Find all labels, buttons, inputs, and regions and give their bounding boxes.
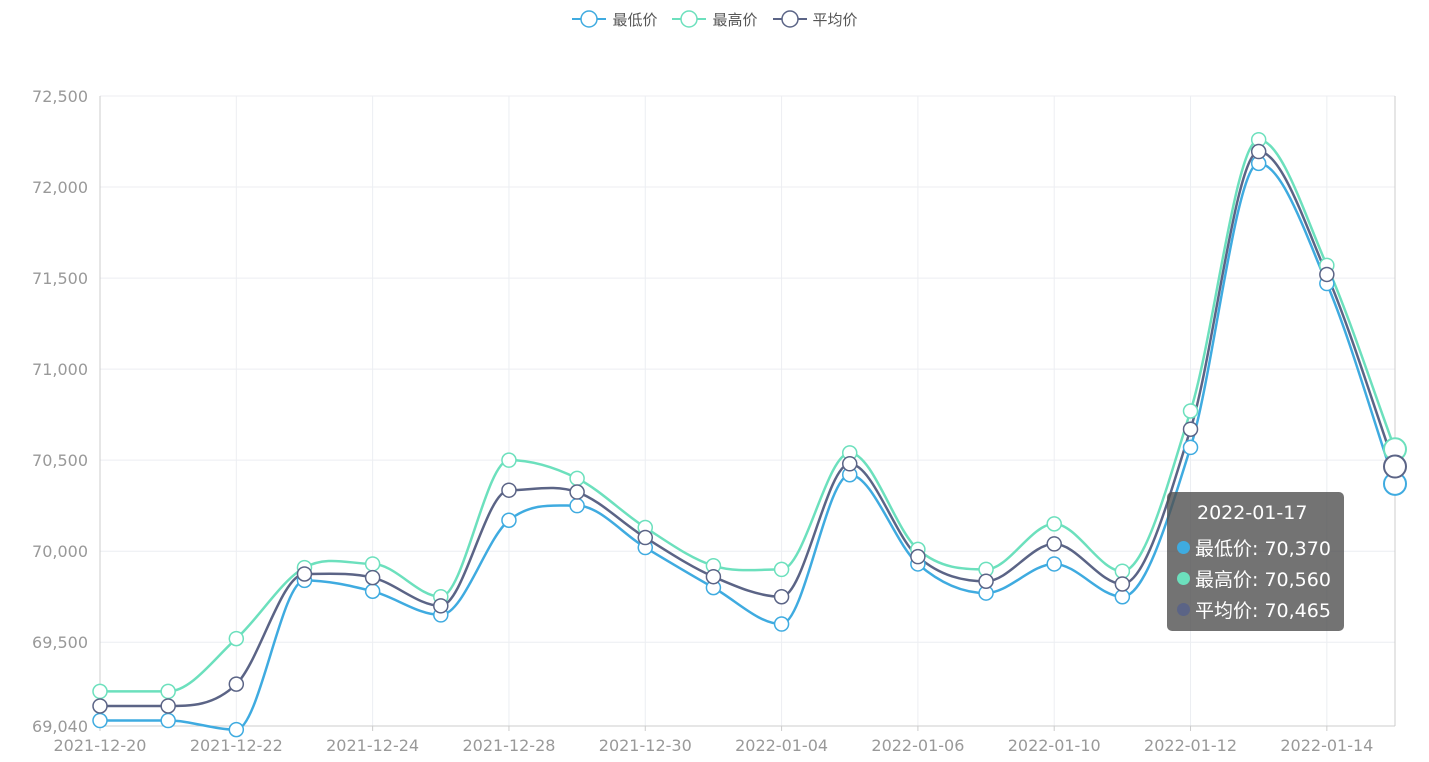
data-point-low [160,712,176,729]
x-tick-label: 2021-12-28 [462,736,555,755]
x-tick-label: 2022-01-10 [1008,736,1101,755]
data-point-avg [569,484,585,500]
legend: 最低价 最高价 平均价 [0,8,1429,30]
data-point-avg [910,548,926,565]
data-point-avg [160,698,176,714]
tooltip-avg-dot [1177,603,1190,616]
data-point-high [569,470,585,487]
data-point-low [92,712,108,729]
data-point-high [773,561,790,578]
data-point-high [160,683,176,700]
y-tick-label: 70,500 [32,451,88,470]
data-point-avg [501,482,517,498]
x-tick-label: 2022-01-04 [735,736,828,755]
data-point-avg [978,573,994,589]
legend-high-label: 最高价 [712,10,758,29]
data-point-avg [705,568,722,585]
tooltip-avg-text: 平均价: 70,465 [1195,600,1331,622]
tooltip-low-text: 最低价: 70,370 [1195,538,1331,560]
data-point-low [501,512,517,528]
data-point-avg [1046,536,1062,552]
data-point-high [501,452,517,468]
data-point-avg [296,566,313,582]
legend-item-low[interactable]: 最低价 [571,8,657,30]
y-tick-label: 72,000 [32,178,88,197]
tooltip: 2022-01-17 最低价: 70,370 最高价: 70,560 平均价: … [1167,492,1344,631]
data-point-low [773,616,790,632]
data-point-low [364,583,381,600]
data-point-high [364,556,381,572]
x-tick-label: 2021-12-24 [326,736,419,755]
tooltip-high-dot [1177,572,1190,585]
data-point-avg [637,529,654,546]
x-tick-label: 2021-12-30 [599,736,692,755]
x-tick-label: 2021-12-22 [190,736,283,755]
data-point-avg [1182,421,1199,437]
data-point-avg [1250,143,1267,160]
data-point-avg [364,569,381,586]
data-point-high [1182,403,1199,419]
data-point-low [228,721,245,738]
x-tick-label: 2021-12-20 [54,736,147,755]
x-tick-label: 2022-01-12 [1144,736,1237,755]
data-point-low [1182,439,1199,456]
y-tick-label: 70,000 [32,542,88,561]
y-tick-label: 72,500 [32,87,88,106]
data-point-avg [228,676,245,692]
y-tick-label: 69,040 [32,717,88,736]
data-point-high [228,630,245,647]
data-point-avg [841,456,858,472]
tooltip-row-avg: 平均价: 70,465 [1177,594,1344,625]
series-line-high [100,138,1397,693]
tooltip-high-text: 最高价: 70,560 [1195,569,1331,591]
legend-item-high[interactable]: 最高价 [671,8,758,30]
tooltip-low-dot [1177,541,1190,554]
data-point-high [92,683,108,700]
data-point-high [1114,563,1131,579]
data-point-avg [1383,454,1407,479]
data-point-avg [92,698,108,714]
data-point-low [1046,556,1062,572]
legend-high-marker [672,10,707,28]
data-point-low [569,497,585,514]
y-tick-label: 71,000 [32,360,88,379]
legend-low-marker [572,10,607,28]
y-tick-label: 71,500 [32,269,88,288]
series-line-avg [100,150,1397,708]
y-tick-label: 69,500 [32,633,88,652]
data-point-high [1046,516,1062,532]
x-tick-label: 2022-01-06 [871,736,964,755]
tooltip-date: 2022-01-17 [1197,502,1308,524]
legend-item-avg[interactable]: 平均价 [772,8,858,30]
x-tick-label: 2022-01-14 [1280,736,1373,755]
tooltip-row-high: 最高价: 70,560 [1177,563,1344,594]
data-point-avg [773,588,790,605]
data-point-low [1114,588,1131,605]
legend-low-label: 最低价 [612,10,658,29]
data-point-avg [433,598,449,614]
data-point-avg [1319,266,1335,283]
series-line-low [100,162,1397,731]
data-point-avg [1114,576,1131,592]
legend-avg-marker [772,10,807,28]
tooltip-row-low: 最低价: 70,370 [1177,532,1344,563]
legend-avg-label: 平均价 [812,10,858,29]
